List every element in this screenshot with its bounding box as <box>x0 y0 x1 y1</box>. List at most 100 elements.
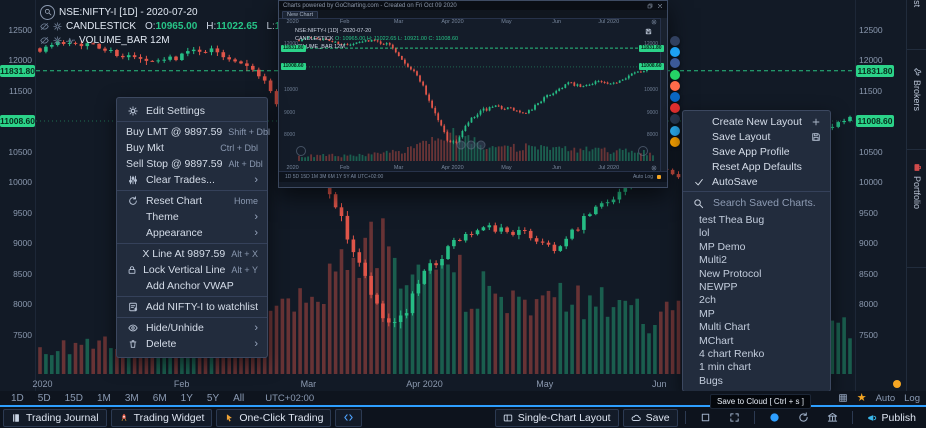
candle-body <box>522 112 524 114</box>
layout-menu-item-create-new-layout[interactable]: Create New Layout <box>683 114 830 129</box>
layout-menu-item-save-layout[interactable]: Save Layout <box>683 129 830 144</box>
close-icon[interactable] <box>657 3 663 9</box>
chart-preview-popup[interactable]: Charts powered by GoCharting.com - Creat… <box>278 0 668 188</box>
volume-bar <box>361 154 364 161</box>
timeframe-5d[interactable]: 5D <box>37 392 51 404</box>
saved-chart-item-4-chart-renko[interactable]: 4 chart Renko <box>699 347 765 360</box>
candle-body <box>576 229 580 231</box>
saved-chart-item-multi-chart[interactable]: Multi Chart <box>699 321 750 334</box>
layout-menu-label: Save Layout <box>712 130 771 143</box>
right-square-icon[interactable] <box>693 410 718 426</box>
log-scale-toggle[interactable]: Log <box>904 392 920 404</box>
saved-chart-item-mp-demo[interactable]: MP Demo <box>699 240 746 253</box>
volume-bar <box>431 137 433 161</box>
timeframe-5y[interactable]: 5Y <box>206 392 220 404</box>
right-save[interactable]: Save <box>622 408 678 427</box>
right-sync-icon[interactable] <box>791 410 816 426</box>
restore-icon[interactable] <box>647 3 653 9</box>
layout-menu-item-autosave[interactable]: AutoSave <box>683 174 830 189</box>
left-trading-widget[interactable]: Trading Widget <box>110 408 213 427</box>
saved-chart-item-multi2[interactable]: Multi2 <box>699 254 728 267</box>
saved-chart-item-lol[interactable]: lol <box>699 227 710 240</box>
timeframe-15d[interactable]: 15D <box>64 392 83 404</box>
menu-item-theme[interactable]: Theme › <box>117 209 267 225</box>
right-globe-icon[interactable] <box>762 410 787 426</box>
right-bank-icon[interactable] <box>820 410 845 426</box>
candle-body <box>313 37 315 39</box>
saved-chart-item-1-min-chart[interactable]: 1 min chart <box>699 361 751 374</box>
volume-bar <box>555 147 558 161</box>
rocket-icon <box>119 413 129 423</box>
timeframe-1y[interactable]: 1Y <box>180 392 193 404</box>
menu-item-lock-vertical-line[interactable]: Lock Vertical Line Alt + Y <box>117 262 267 278</box>
search-input[interactable] <box>711 196 825 210</box>
timeframe-6m[interactable]: 6M <box>152 392 167 404</box>
square-icon <box>700 412 711 423</box>
menu-item-edit-settings[interactable]: Edit Settings <box>117 103 267 119</box>
left-code-icon[interactable] <box>335 408 363 427</box>
saved-chart-item-bugs[interactable]: Bugs <box>699 374 723 387</box>
menu-item-sell-stop-9897-59[interactable]: Sell Stop @ 9897.59 Alt + Dbl <box>117 156 267 172</box>
saved-chart-item-newpp[interactable]: NEWPP <box>699 280 738 293</box>
volume-bar <box>379 153 382 161</box>
menu-item-reset-chart[interactable]: Reset Chart Home <box>117 193 267 209</box>
side-tab-portfolio[interactable]: Portfolio <box>907 158 926 268</box>
search-circle-icon[interactable] <box>40 4 55 20</box>
grid-icon[interactable] <box>838 393 848 403</box>
left-trading-journal[interactable]: Trading Journal <box>3 408 107 427</box>
layout-menu-item-reset-app-defaults[interactable]: Reset App Defaults <box>683 159 830 174</box>
share-button[interactable] <box>670 80 680 91</box>
right-publish[interactable]: Publish <box>860 410 923 426</box>
menu-item-add-anchor-vwap[interactable]: Add Anchor VWAP <box>117 278 267 294</box>
share-button[interactable] <box>670 47 680 58</box>
menu-item-appearance[interactable]: Appearance › <box>117 225 267 241</box>
eye-off-icon[interactable] <box>40 22 49 31</box>
right-expand-icon[interactable] <box>722 410 747 426</box>
volume-bar <box>830 320 835 374</box>
share-button[interactable] <box>670 103 680 114</box>
saved-chart-item-2ch[interactable]: 2ch <box>699 294 716 307</box>
saved-charts-search[interactable] <box>683 191 830 214</box>
left-one-click-trading[interactable]: One-Click Trading <box>216 408 332 427</box>
side-tab-watchlist[interactable]: Watchlist <box>907 0 926 50</box>
menu-item-hide-unhide[interactable]: Hide/Unhide › <box>117 320 267 336</box>
share-button[interactable] <box>670 125 680 136</box>
menu-item-delete[interactable]: Delete › <box>117 336 267 352</box>
popup-tab[interactable]: New Chart <box>282 11 318 19</box>
menu-item-add-nifty-i-to-watchlist[interactable]: Add NIFTY-I to watchlist <box>117 299 267 315</box>
volume-bar <box>428 144 430 161</box>
timeframe-1m[interactable]: 1M <box>96 392 111 404</box>
share-button[interactable] <box>670 58 680 69</box>
saved-chart-item-mp[interactable]: MP <box>699 307 715 320</box>
share-button[interactable] <box>670 69 680 80</box>
saved-chart-item-test-thea-bug[interactable]: test Thea Bug <box>699 214 765 226</box>
layout-menu-item-save-app-profile[interactable]: Save App Profile <box>683 144 830 159</box>
popup-mini-chart[interactable] <box>285 25 659 165</box>
share-button[interactable] <box>670 136 680 147</box>
timeframe-3m[interactable]: 3M <box>124 392 139 404</box>
toolbar-button-label: Single-Chart Layout <box>517 411 611 424</box>
timeframe-all[interactable]: All <box>233 392 245 404</box>
auto-scale-toggle[interactable]: Auto <box>875 392 896 404</box>
star-icon[interactable]: ★ <box>856 391 867 404</box>
saved-chart-item-new-protocol[interactable]: New Protocol <box>699 267 762 280</box>
share-button[interactable] <box>670 114 680 125</box>
share-button[interactable] <box>670 36 680 46</box>
saved-chart-item-mchart[interactable]: MChart <box>699 334 734 347</box>
menu-item-x-line-at-9897-59[interactable]: X Line At 9897.59 Alt + X <box>117 246 267 262</box>
popup-toolbar[interactable]: 1D 5D 15D 1M 3M 6M 1Y 5Y All UTC+02:00 A… <box>279 171 667 182</box>
right-single-chart-layout[interactable]: Single-Chart Layout <box>494 408 619 427</box>
menu-item-buy-mkt[interactable]: Buy Mkt Ctrl + Dbl <box>117 140 267 156</box>
share-button[interactable] <box>670 92 680 102</box>
popup-titlebar[interactable]: Charts powered by GoCharting.com - Creat… <box>279 1 667 10</box>
gear-icon[interactable] <box>53 35 62 45</box>
timeframe-1d[interactable]: 1D <box>11 392 24 404</box>
side-tab-brokers[interactable]: Brokers <box>907 62 926 150</box>
timezone-label[interactable]: UTC+02:00 <box>265 392 315 404</box>
menu-item-clear-trades[interactable]: Clear Trades... › <box>117 172 267 188</box>
eye-off-icon[interactable] <box>40 36 49 45</box>
menu-item-buy-lmt-9897-59[interactable]: Buy LMT @ 9897.59 Shift + Dbl <box>117 124 270 140</box>
gear-icon[interactable] <box>53 21 62 31</box>
floppy-icon[interactable] <box>645 28 652 35</box>
symbol-row[interactable]: NSE:NIFTY-I [1D] - 2020-07-20 <box>40 4 381 20</box>
